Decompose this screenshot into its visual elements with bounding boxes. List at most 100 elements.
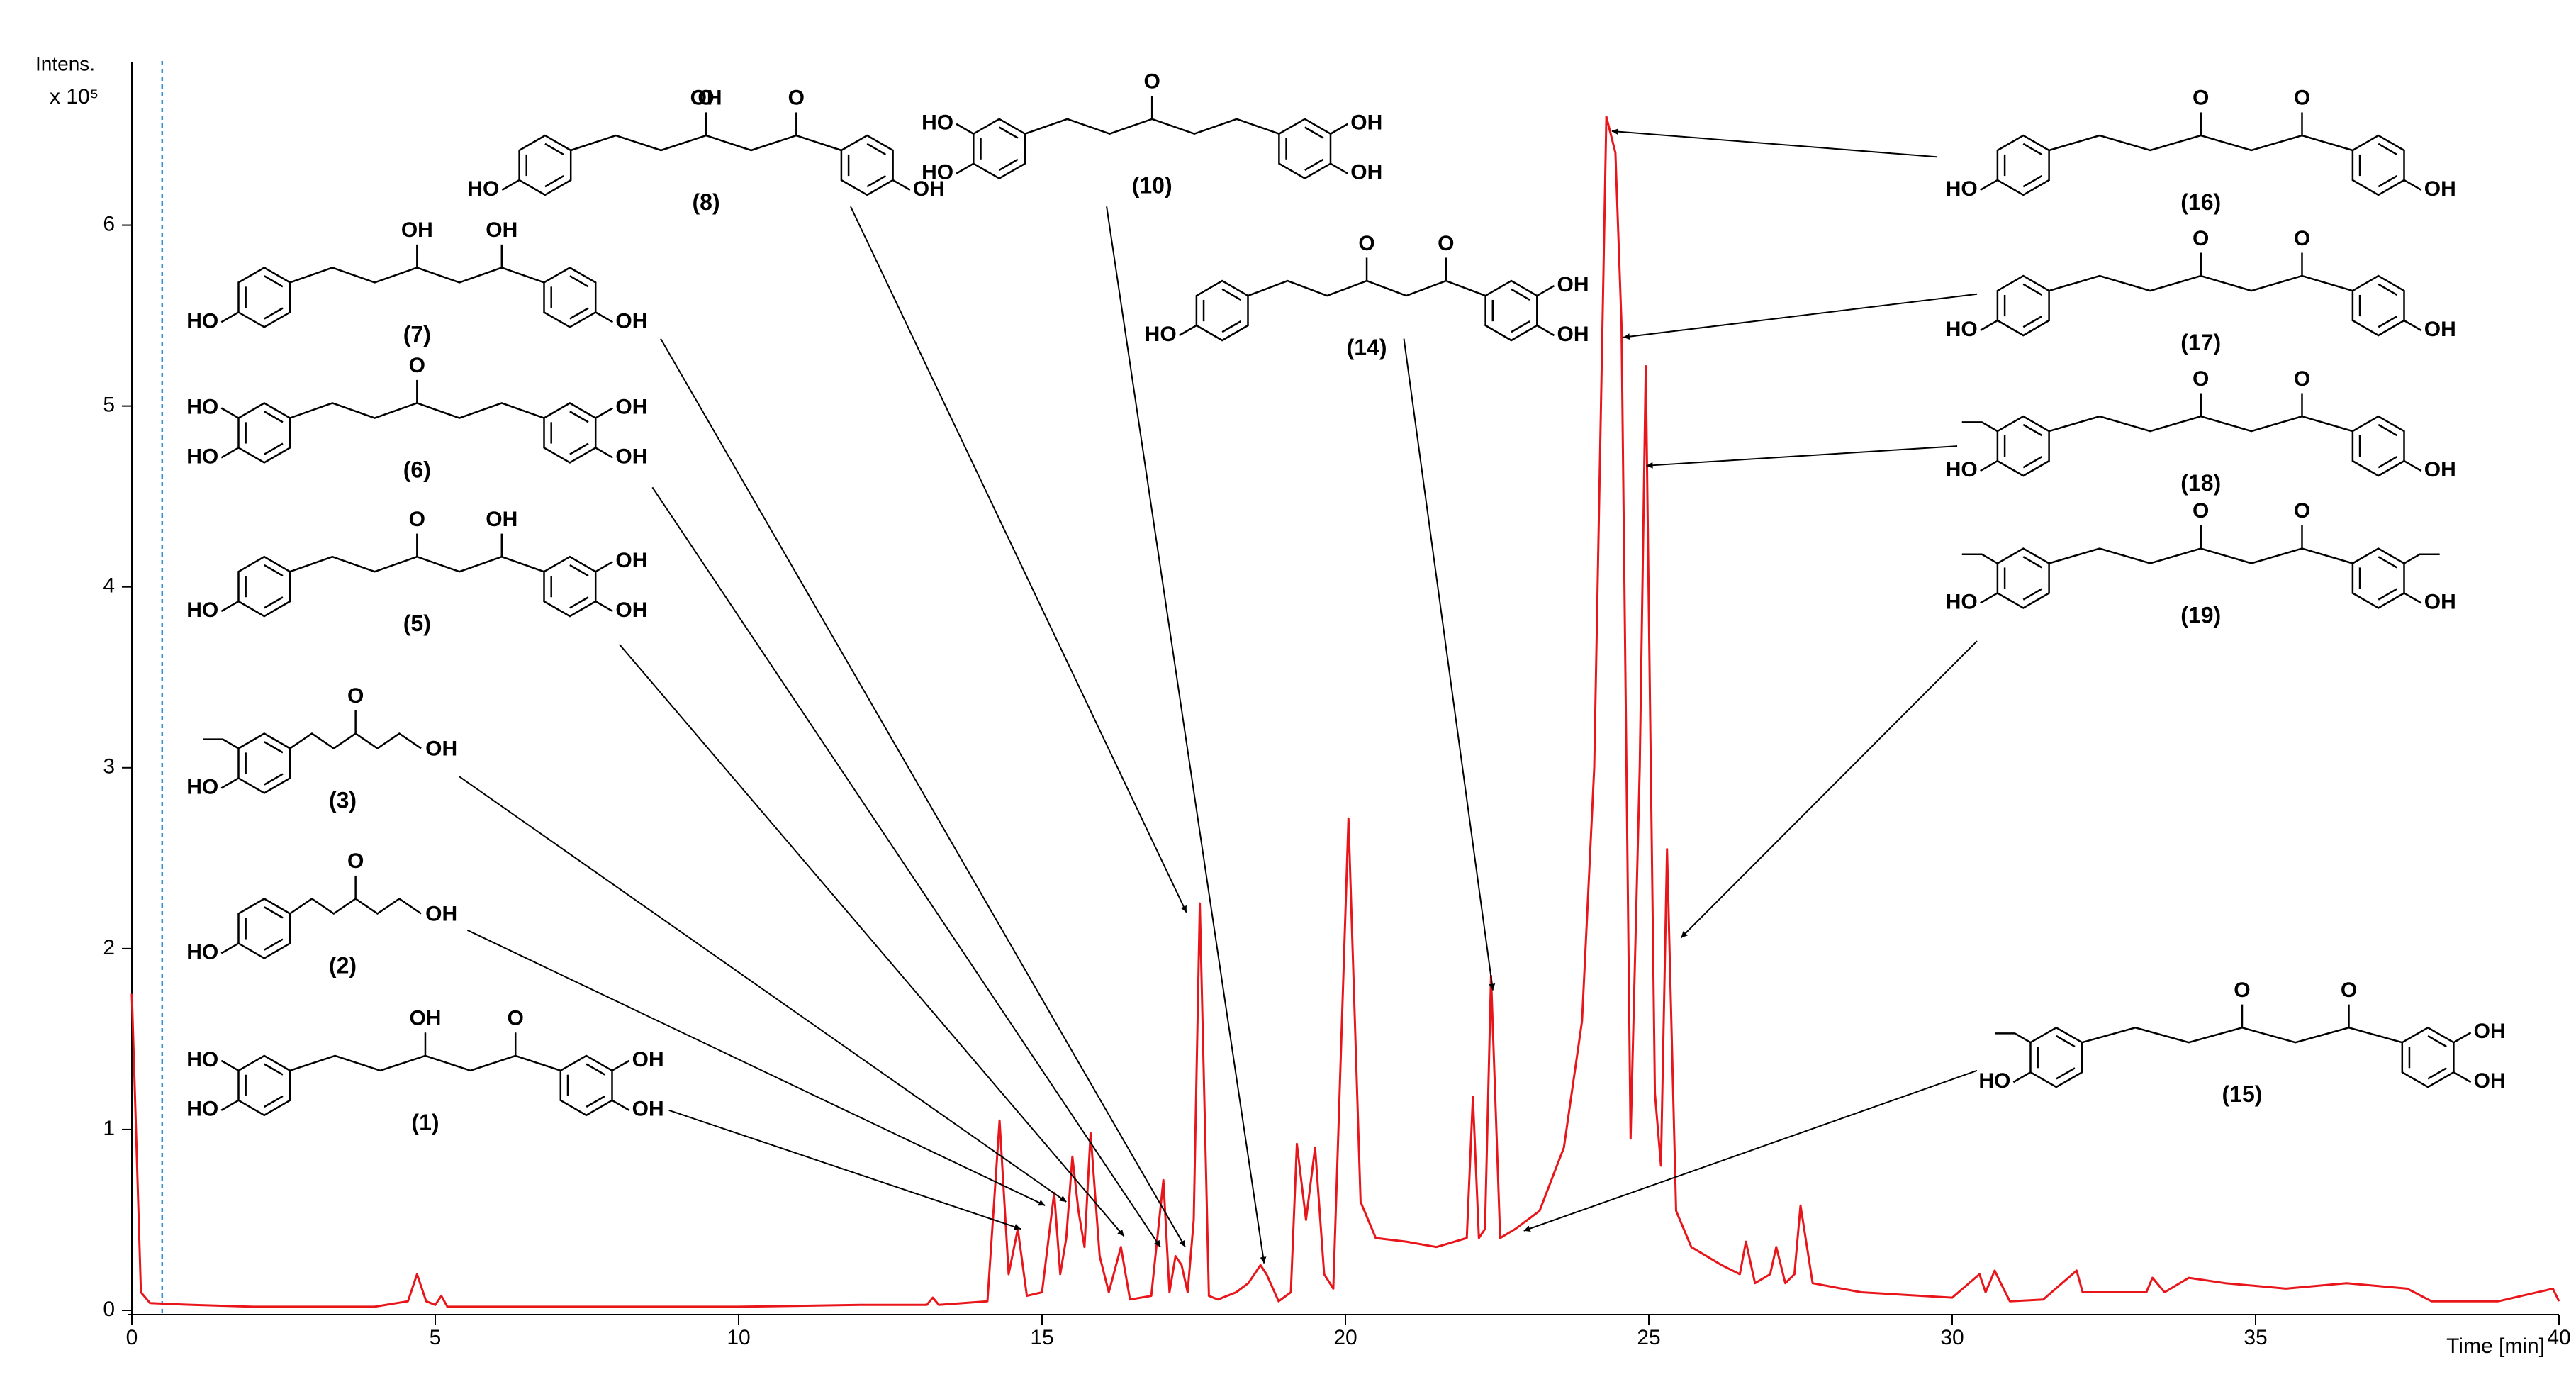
ring-bond <box>544 143 564 155</box>
ring-bond <box>1511 320 1530 333</box>
atom-label: O <box>1358 232 1374 255</box>
x-tick-label: 40 <box>2547 1326 2570 1349</box>
annotation-arrow <box>466 929 1046 1206</box>
atom-label: OH <box>615 395 647 418</box>
substituent-bond <box>220 407 240 419</box>
atom-label: O <box>2193 227 2209 250</box>
compound-structure: O O HO OH (19) <box>1946 499 2456 628</box>
substituent-bond <box>1980 592 1998 604</box>
atom-label: HO <box>186 775 218 798</box>
methoxy-bond <box>1995 1032 2032 1044</box>
compound-structure: OH O HO HO OH OH (1) <box>186 1007 663 1135</box>
ring-bond <box>264 411 284 423</box>
ring-bond <box>2022 556 2043 569</box>
x-tick-label: 35 <box>2244 1326 2267 1349</box>
atom-label: HO <box>1946 458 1978 481</box>
ring-bond <box>2022 456 2043 469</box>
atom-label: OH <box>913 177 945 201</box>
substituent-bond <box>595 311 614 323</box>
ring-bond <box>264 275 284 288</box>
compound-label: (19) <box>2180 602 2221 628</box>
substituent-bond <box>595 407 614 419</box>
ring-bond <box>2056 1067 2076 1080</box>
compound-label: (15) <box>2222 1081 2263 1107</box>
ring-bond <box>264 1095 284 1108</box>
substituent-bond <box>220 311 240 323</box>
atom-label: OH <box>2424 318 2456 341</box>
ring-bond <box>2378 175 2397 188</box>
compound-label: (6) <box>403 457 431 482</box>
chain-bond <box>2049 274 2353 292</box>
atom-label: OH <box>1557 273 1589 296</box>
ring-bond <box>569 442 589 455</box>
substituent-bond <box>892 179 911 191</box>
chain-bond <box>2081 1027 2403 1044</box>
compound-label: (2) <box>329 952 357 978</box>
atom-label: OH <box>2424 590 2456 613</box>
ring-bond <box>2378 456 2397 469</box>
annotation-arrow <box>618 644 1125 1237</box>
atom-label: O <box>409 354 425 377</box>
y-tick-label: 0 <box>103 1298 115 1321</box>
ring-bond <box>264 442 284 455</box>
atom-label: OH <box>425 902 457 925</box>
ring-bond <box>264 1063 284 1076</box>
atom-label: OH <box>632 1048 664 1071</box>
atom-label: OH <box>1557 323 1589 346</box>
annotation-arrow <box>1623 293 1978 340</box>
ring-bond <box>264 906 284 919</box>
atom-label: HO <box>467 177 499 201</box>
atom-label: OH <box>615 549 647 572</box>
ring-bond <box>2378 143 2397 155</box>
y-axis-unit: x 10⁵ <box>50 85 99 108</box>
compound-structure: O OH HO OH OH (5) <box>186 508 647 636</box>
substituent-bond <box>1980 459 1998 472</box>
compound-structure: O HO HO OH OH (10) <box>922 69 1382 198</box>
chain-bond <box>289 897 422 915</box>
x-tick-label: 15 <box>1030 1326 1053 1349</box>
ring-bond <box>1304 126 1324 139</box>
atom-label: HO <box>1946 318 1978 341</box>
x-tick-label: 20 <box>1333 1326 1357 1349</box>
compound-label: (3) <box>329 787 357 813</box>
atom-label: O <box>2193 87 2209 110</box>
ring-bond <box>2378 423 2397 437</box>
atom-label: OH <box>632 1098 664 1121</box>
atom-label: HO <box>186 598 218 622</box>
compound-label: (8) <box>693 189 720 215</box>
annotation-arrow <box>1403 338 1496 991</box>
compound-structure: O O HO OH (17) <box>1946 227 2456 355</box>
ring-bond <box>999 158 1019 171</box>
substituent-bond <box>1536 285 1555 297</box>
substituent-bond <box>956 162 974 174</box>
ring-bond <box>2378 316 2397 328</box>
atom-label: O <box>1438 232 1454 255</box>
chain-bond <box>289 1054 561 1072</box>
ring-bond <box>1221 320 1241 333</box>
atom-label: HO <box>186 1098 218 1121</box>
atom-label: HO <box>922 111 953 135</box>
y-tick-label: 2 <box>103 936 115 959</box>
ring-bond <box>2056 1035 2076 1048</box>
atom-label: O <box>2294 499 2310 523</box>
substituent-bond <box>2403 592 2422 604</box>
substituent-bond <box>1980 179 1998 191</box>
compound-structure: O HO HO OH OH (6) <box>186 354 647 482</box>
atom-label: OH <box>1350 111 1382 135</box>
methoxy-bond <box>1961 553 1998 564</box>
annotation-arrow <box>1611 128 1938 158</box>
atom-label: OH <box>2474 1069 2506 1093</box>
atom-label: OH <box>2474 1020 2506 1043</box>
chain-bond <box>289 732 422 750</box>
ring-bond <box>866 143 887 155</box>
atom-label: O <box>2193 499 2209 523</box>
substituent-bond <box>1330 123 1348 135</box>
substituent-bond <box>611 1099 630 1111</box>
atom-label: OH <box>2424 177 2456 201</box>
atom-label: HO <box>186 445 218 468</box>
substituent-bond <box>595 601 614 613</box>
chain-bond <box>1024 118 1279 135</box>
x-tick-label: 10 <box>727 1326 750 1349</box>
atom-label: HO <box>922 161 953 184</box>
compound-structure: O O HO OH (16) <box>1946 87 2456 215</box>
